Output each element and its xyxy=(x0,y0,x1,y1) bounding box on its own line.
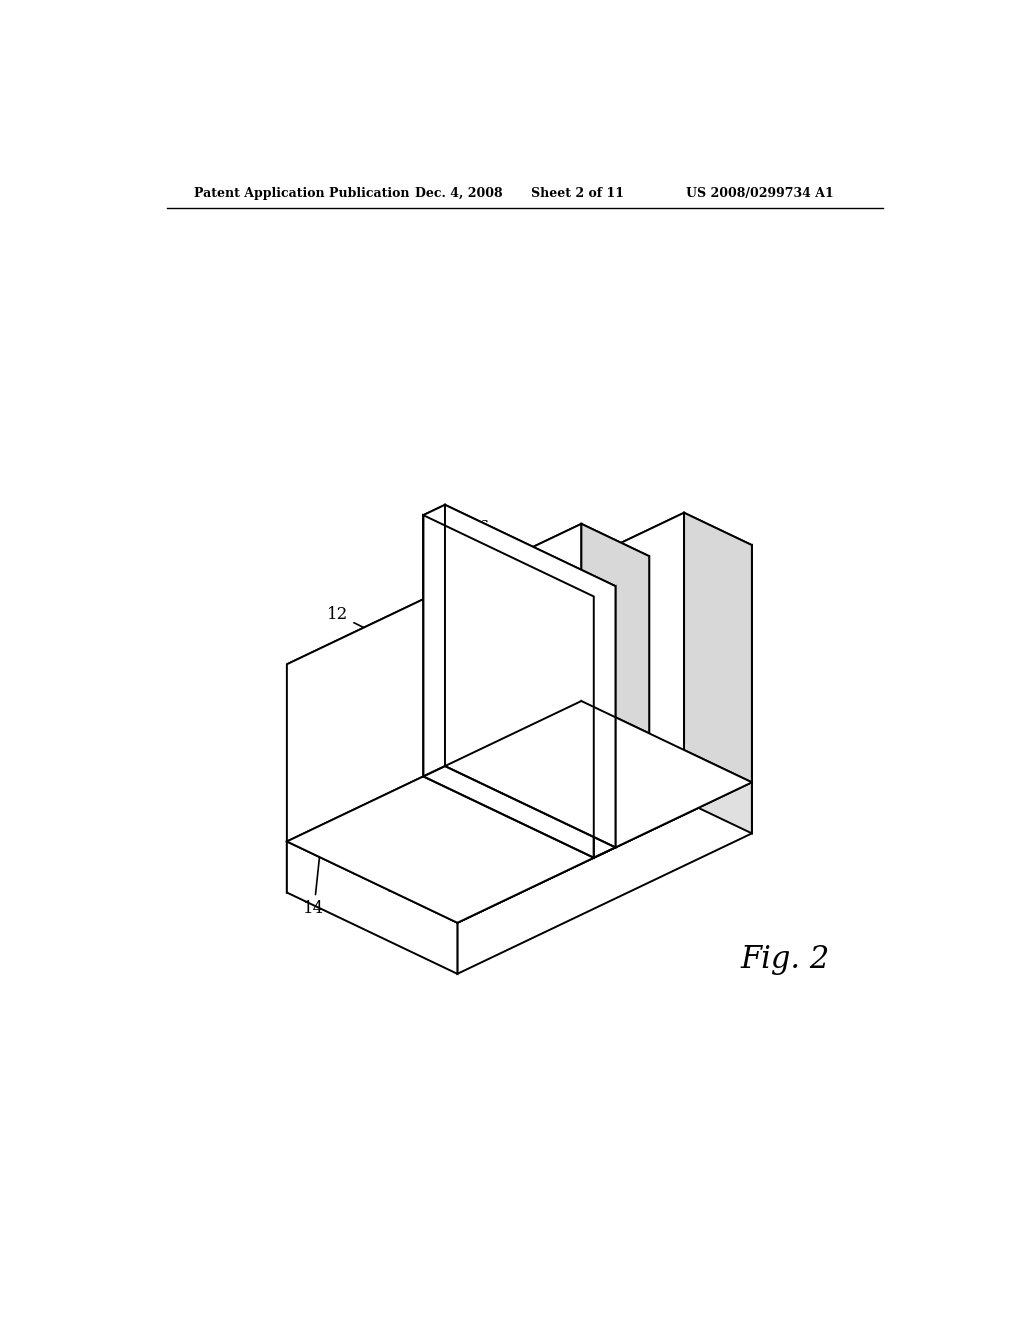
Text: 14: 14 xyxy=(479,548,549,659)
Polygon shape xyxy=(423,504,445,776)
Text: 16: 16 xyxy=(469,519,521,578)
Polygon shape xyxy=(287,701,752,923)
Polygon shape xyxy=(423,504,615,597)
Polygon shape xyxy=(458,545,752,923)
Polygon shape xyxy=(594,586,615,858)
Text: Patent Application Publication: Patent Application Publication xyxy=(194,186,410,199)
Polygon shape xyxy=(354,556,649,874)
Polygon shape xyxy=(423,515,594,858)
Text: Dec. 4, 2008: Dec. 4, 2008 xyxy=(415,186,503,199)
Polygon shape xyxy=(389,512,684,891)
Polygon shape xyxy=(287,524,582,841)
Text: Fig. 2: Fig. 2 xyxy=(740,944,829,974)
Polygon shape xyxy=(582,701,752,833)
Polygon shape xyxy=(287,701,582,892)
Polygon shape xyxy=(287,524,649,697)
Polygon shape xyxy=(389,512,752,685)
Text: US 2008/0299734 A1: US 2008/0299734 A1 xyxy=(686,186,834,199)
Polygon shape xyxy=(445,504,615,847)
Text: 10: 10 xyxy=(679,754,695,775)
Polygon shape xyxy=(287,841,458,974)
Polygon shape xyxy=(423,515,594,858)
Polygon shape xyxy=(582,524,649,734)
Polygon shape xyxy=(458,783,752,974)
Polygon shape xyxy=(287,701,752,923)
Text: Sheet 2 of 11: Sheet 2 of 11 xyxy=(531,186,624,199)
Text: 14: 14 xyxy=(303,822,326,917)
Text: 12: 12 xyxy=(328,606,452,672)
Polygon shape xyxy=(684,512,752,783)
